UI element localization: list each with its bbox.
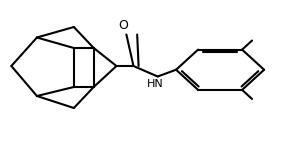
Text: HN: HN (147, 79, 163, 89)
Text: O: O (119, 19, 128, 32)
